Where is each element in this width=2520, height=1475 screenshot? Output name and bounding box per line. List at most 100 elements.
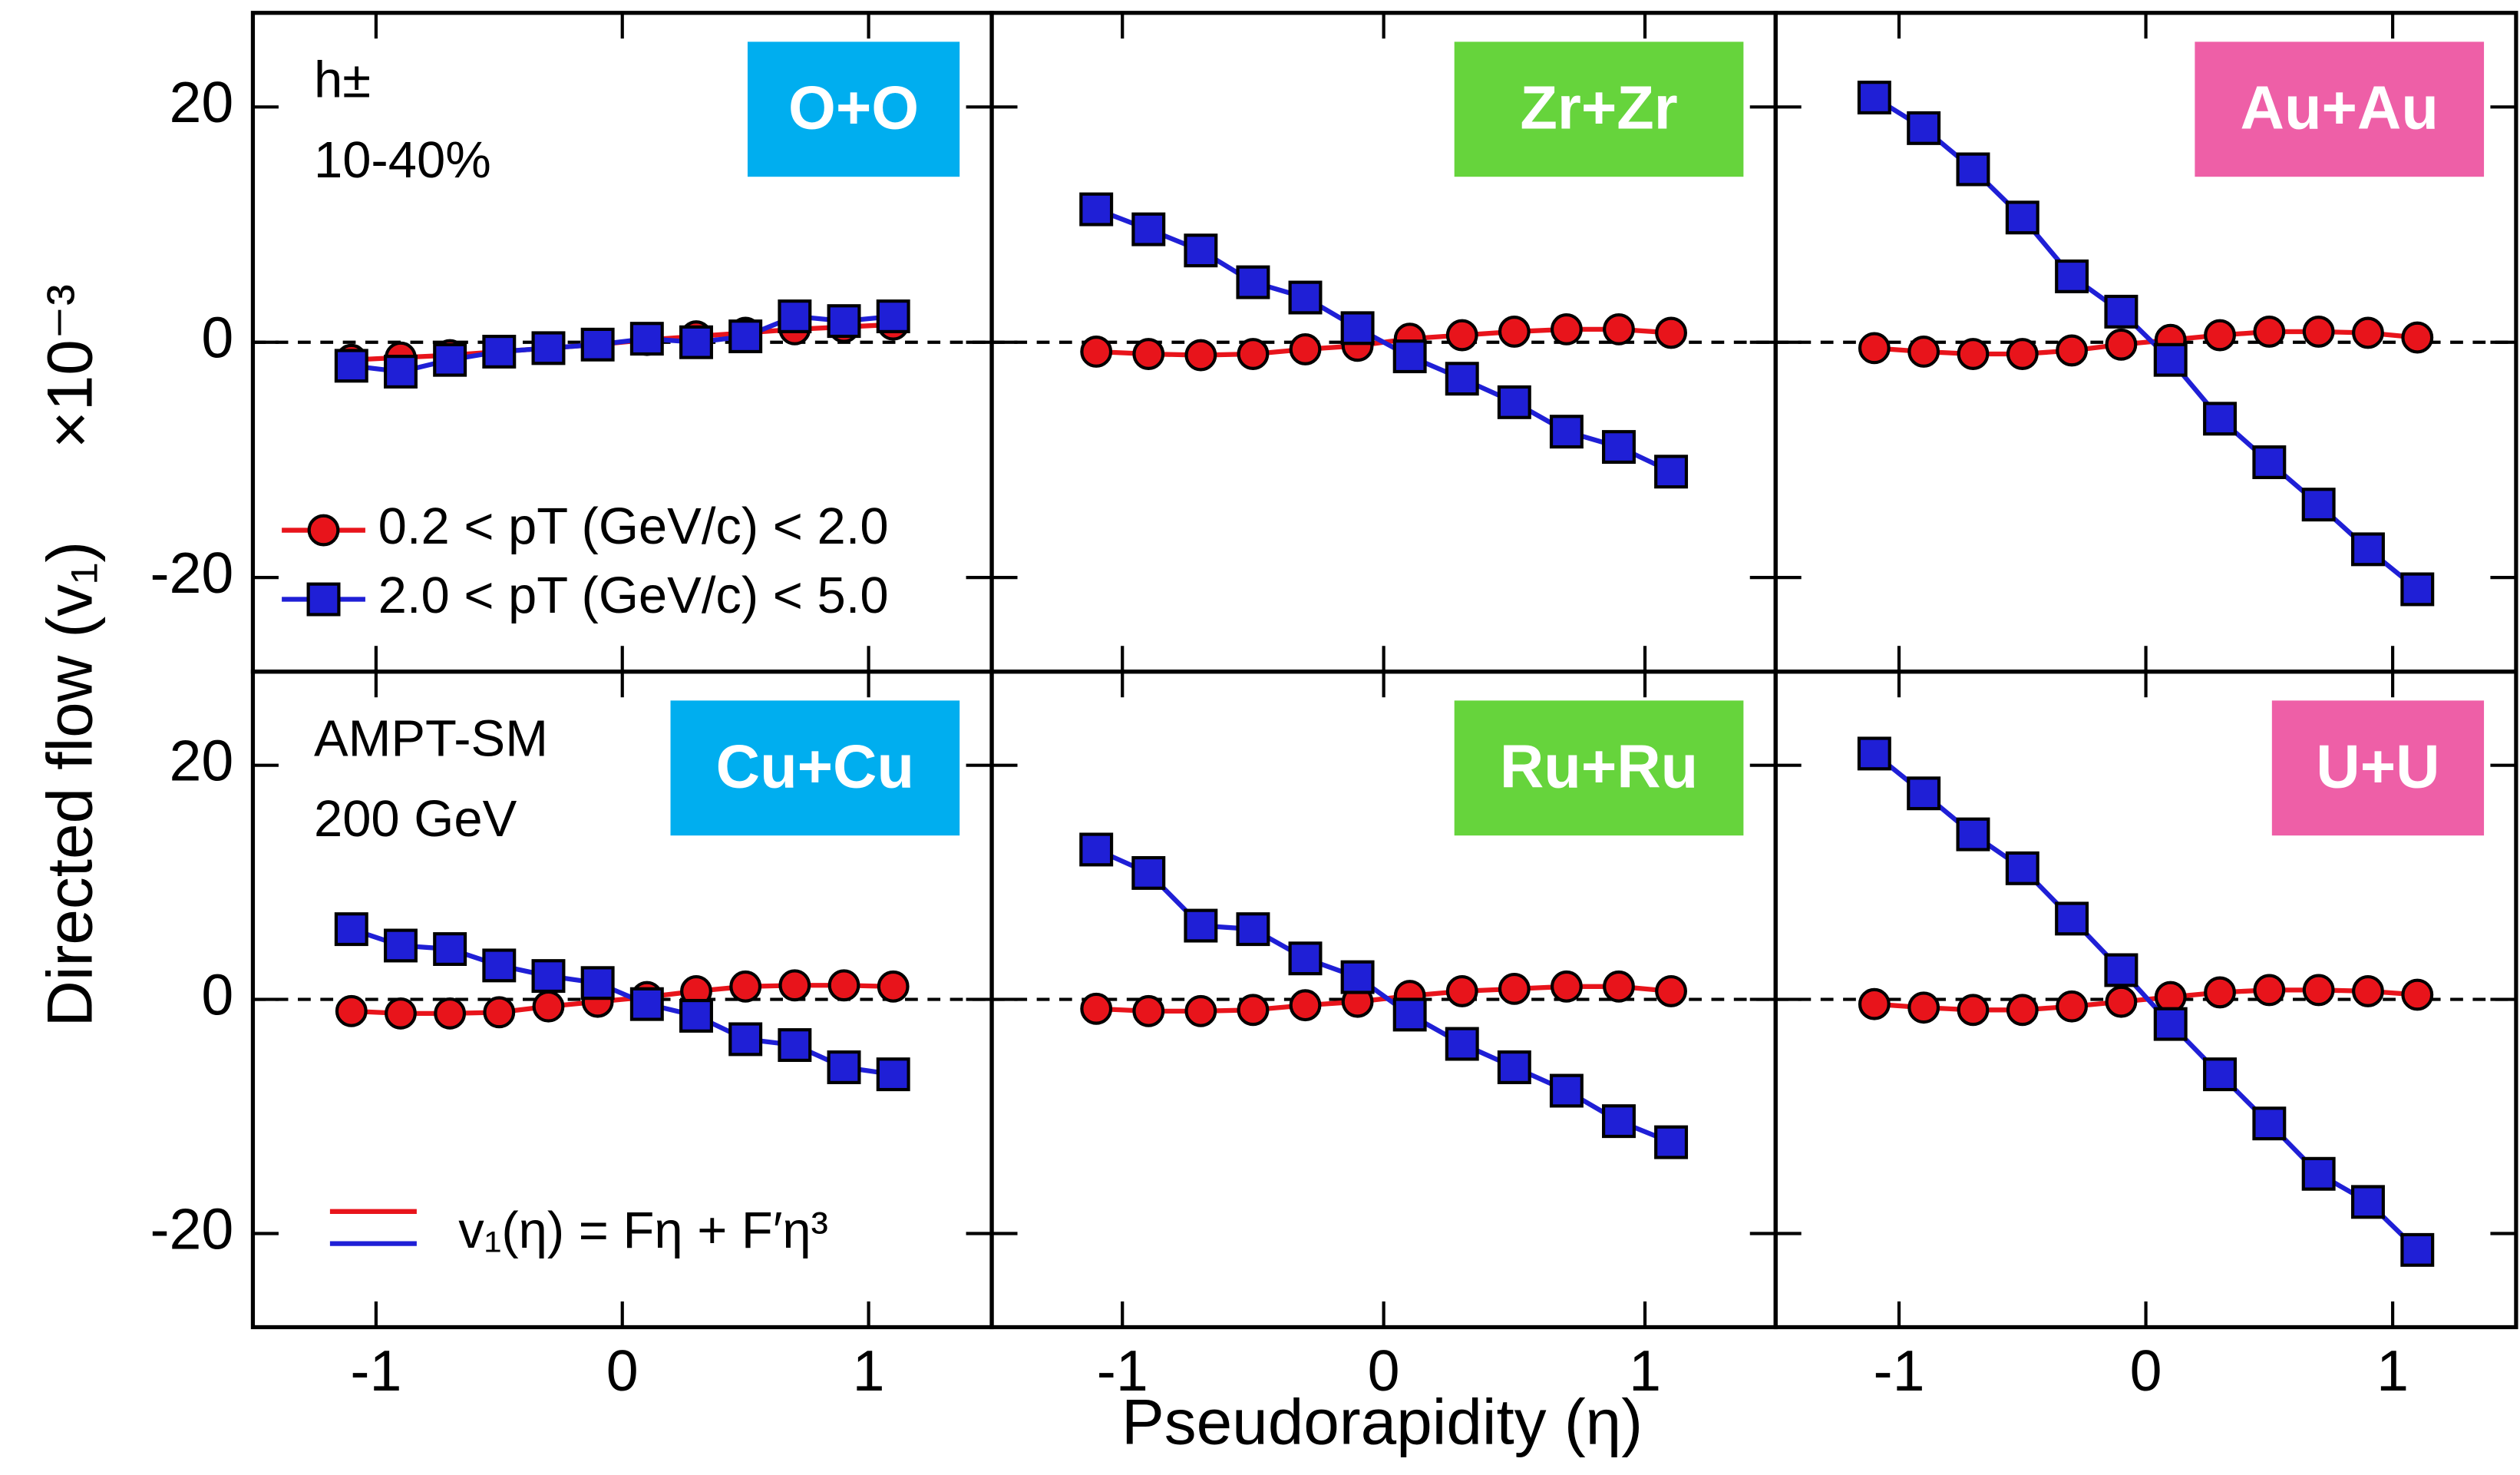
- marker: [1497, 1050, 1531, 1084]
- marker: [2055, 901, 2089, 936]
- marker: [2253, 974, 2286, 1007]
- marker: [1497, 385, 1531, 419]
- marker: [1288, 941, 1323, 976]
- marker: [1550, 970, 1583, 1003]
- marker: [1655, 974, 1687, 1007]
- x-tick-label: 0: [2130, 1338, 2162, 1403]
- marker: [1079, 192, 1114, 227]
- marker: [1602, 1104, 1636, 1139]
- legend-marker: [307, 514, 340, 547]
- marker: [2055, 259, 2089, 293]
- marker: [1498, 972, 1531, 1005]
- x-tick-label: -1: [1874, 1338, 1925, 1403]
- marker: [1603, 313, 1635, 346]
- marker: [2204, 976, 2236, 1009]
- marker: [1080, 992, 1113, 1025]
- marker: [433, 932, 467, 967]
- marker: [1603, 970, 1635, 1003]
- marker: [1445, 974, 1478, 1007]
- x-tick-label: 0: [606, 1338, 639, 1403]
- marker: [1858, 332, 1891, 365]
- marker: [2105, 985, 2138, 1018]
- panel-tag-box: [2271, 700, 2485, 836]
- marker: [1445, 1027, 1479, 1061]
- marker: [1907, 776, 1941, 811]
- marker: [2056, 334, 2089, 367]
- marker: [1340, 311, 1375, 346]
- marker: [2104, 294, 2139, 329]
- marker: [2153, 1007, 2188, 1041]
- marker: [629, 322, 664, 356]
- marker: [433, 342, 467, 377]
- panel-tag-box: [747, 41, 960, 177]
- marker: [876, 1057, 910, 1092]
- marker: [2302, 974, 2335, 1007]
- marker: [1957, 994, 1990, 1027]
- x-tick-label: 1: [853, 1338, 885, 1403]
- marker: [827, 1050, 861, 1084]
- marker: [1907, 336, 1940, 368]
- marker: [2400, 572, 2435, 607]
- marker: [482, 335, 517, 369]
- marker: [531, 959, 566, 994]
- marker: [729, 970, 762, 1003]
- marker: [2252, 1106, 2287, 1141]
- marker: [1392, 997, 1427, 1032]
- marker: [877, 970, 910, 1003]
- fit-line: [1095, 847, 1673, 1145]
- marker: [334, 912, 368, 947]
- marker: [679, 325, 713, 359]
- marker: [1392, 339, 1427, 374]
- marker: [1907, 111, 1941, 145]
- panel-tag-box: [1454, 700, 1744, 836]
- marker: [1288, 280, 1323, 315]
- y-tick-label: 0: [201, 306, 233, 370]
- marker: [1080, 336, 1113, 368]
- x-tick-label: 0: [1368, 1338, 1400, 1403]
- marker: [1858, 987, 1891, 1020]
- marker: [2252, 445, 2287, 479]
- marker: [2153, 342, 2188, 377]
- marker: [532, 990, 565, 1023]
- marker: [1550, 313, 1583, 346]
- annotation: 200 GeV: [314, 790, 517, 848]
- marker: [2350, 1185, 2385, 1219]
- x-tick-label: 1: [2376, 1338, 2409, 1403]
- marker: [1549, 415, 1584, 449]
- marker: [1289, 332, 1322, 365]
- marker: [1602, 430, 1636, 465]
- legend-marker: [306, 582, 341, 617]
- marker: [2352, 316, 2384, 349]
- marker: [2301, 1156, 2336, 1191]
- marker: [1445, 319, 1478, 352]
- marker: [1956, 152, 1990, 187]
- marker: [580, 966, 615, 1000]
- x-tick-label: 1: [1629, 1338, 1661, 1403]
- marker: [2253, 316, 2286, 348]
- marker: [1079, 832, 1114, 867]
- fit-line: [351, 313, 893, 375]
- marker: [778, 969, 811, 1002]
- marker: [2203, 402, 2238, 436]
- marker: [1131, 855, 1166, 890]
- fit-legend-label: v₁(η) = Fη + F′η³: [458, 1202, 828, 1259]
- legend-label: 2.0 < pT (GeV/c) < 5.0: [378, 567, 889, 624]
- marker: [1237, 338, 1270, 370]
- marker: [1132, 994, 1165, 1027]
- fit-line: [351, 983, 893, 1017]
- marker: [778, 1028, 812, 1063]
- marker: [1236, 265, 1270, 299]
- y-tick-label: 20: [170, 70, 234, 134]
- marker: [335, 994, 368, 1027]
- x-axis-label: Pseudorapidity (η): [1121, 1385, 1643, 1457]
- marker: [778, 299, 812, 333]
- panel-tag-box: [2195, 41, 2485, 177]
- panel-tag: Ru+Ru: [1500, 732, 1698, 800]
- marker: [1549, 1073, 1584, 1108]
- annotation: h±: [314, 51, 371, 109]
- marker: [2056, 990, 2089, 1023]
- marker: [2350, 532, 2385, 567]
- marker: [383, 928, 418, 963]
- marker: [434, 997, 467, 1030]
- marker: [2401, 978, 2434, 1011]
